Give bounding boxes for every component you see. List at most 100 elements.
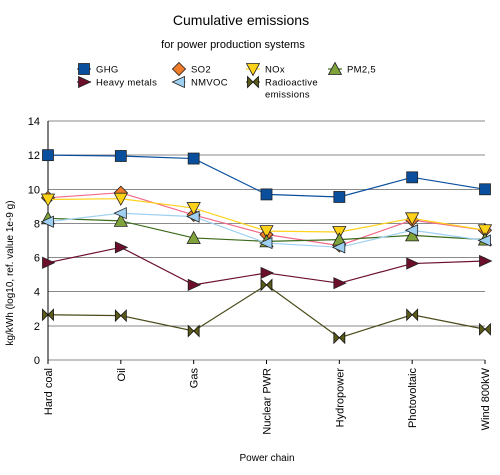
series-4 <box>42 241 493 292</box>
data-point <box>404 212 420 226</box>
legend: GHG SO2 NOx PM2,5 Heavy metals NMVOC Radioacti… <box>77 61 376 101</box>
chart-subtitle: for power production systems <box>161 39 305 51</box>
data-point <box>186 230 201 244</box>
data-point <box>406 308 419 322</box>
data-point-left <box>406 308 413 322</box>
data-point <box>406 257 420 270</box>
legend-marker-right <box>252 75 259 89</box>
data-point-right <box>338 331 346 345</box>
data-point <box>260 278 273 292</box>
series-0 <box>42 149 491 203</box>
legend-item: GHG <box>77 63 119 76</box>
data-point <box>333 277 347 290</box>
data-point <box>333 191 346 203</box>
data-point <box>40 215 54 228</box>
data-point <box>40 193 56 207</box>
data-point <box>479 322 491 336</box>
legend-item: PM2,5 <box>327 61 376 76</box>
data-point <box>187 278 202 292</box>
x-axis-ticks: Hard coal Oil Gas Nuclear PWR Hydropower Phot… <box>43 360 492 435</box>
legend-label: SO2 <box>191 65 211 76</box>
x-axis-label: Power chain <box>239 453 294 464</box>
legend-label: PM2,5 <box>347 65 376 76</box>
data-point <box>479 254 493 268</box>
x-tick-label: Oil <box>116 368 128 381</box>
legend-label: GHG <box>96 65 119 76</box>
chart-title: Cumulative emissions <box>173 12 309 28</box>
y-tick-label: 10 <box>28 184 40 196</box>
data-point-right <box>484 322 491 336</box>
legend-marker <box>327 61 343 75</box>
y-axis-ticks: 0 2 4 6 8 10 12 14 <box>28 116 40 367</box>
data-point <box>42 256 56 269</box>
x-tick-label: Photovoltaic <box>407 368 419 428</box>
legend-marker-left <box>247 75 254 89</box>
legend-item: SO2 <box>171 61 211 77</box>
legend-marker <box>78 75 92 89</box>
series-5 <box>40 207 491 254</box>
data-point-right <box>265 278 273 292</box>
data-point-right <box>411 308 419 322</box>
data-point <box>406 171 419 184</box>
x-tick-label: Wind 800kW <box>480 367 492 430</box>
y-axis-label: kg/kWh (log10, ref. value 1e-9 g) <box>5 200 16 345</box>
data-point <box>187 324 200 338</box>
x-tick-label: Hard coal <box>43 368 55 415</box>
data-point <box>114 241 129 254</box>
data-point-left <box>260 278 268 292</box>
x-tick-label: Nuclear PWR <box>262 368 274 435</box>
data-point <box>186 210 200 223</box>
data-point <box>113 207 127 220</box>
legend-label: NMVOC <box>191 78 228 89</box>
data-point <box>477 224 493 238</box>
data-point <box>260 266 274 280</box>
x-tick-label: Gas <box>189 368 201 389</box>
y-tick-label: 2 <box>34 321 40 333</box>
legend-marker <box>171 61 187 77</box>
data-point <box>404 224 419 237</box>
data-point <box>113 192 129 207</box>
data-point <box>42 308 54 322</box>
data-point <box>187 152 200 165</box>
data-point-left <box>42 308 49 322</box>
y-tick-label: 12 <box>28 150 40 162</box>
data-point-left <box>114 309 122 323</box>
data-point <box>333 331 346 345</box>
data-point <box>259 225 274 239</box>
x-tick-label: Hydropower <box>334 368 346 428</box>
data-point-left <box>333 331 340 345</box>
legend-item: Heavy metals <box>77 75 157 89</box>
series-2 <box>40 192 493 240</box>
legend-label: Radioactive <box>265 78 318 89</box>
data-point <box>331 241 346 254</box>
y-tick-label: 6 <box>34 253 40 265</box>
data-point <box>186 202 201 216</box>
data-point-right <box>47 308 54 322</box>
y-tick-label: 8 <box>34 218 40 230</box>
series-line <box>47 284 486 339</box>
legend-label: emissions <box>265 90 310 101</box>
data-point <box>114 150 127 162</box>
legend-item: NOx <box>245 63 285 77</box>
legend-marker <box>245 63 261 77</box>
legend-label: Heavy metals <box>96 78 157 89</box>
legend-label: NOx <box>265 65 285 76</box>
y-tick-label: 14 <box>28 116 40 128</box>
data-point-right <box>193 324 200 338</box>
series-6 <box>42 278 491 345</box>
legend-item: NMVOC <box>171 75 228 89</box>
legend-marker <box>78 63 90 75</box>
legend-marker <box>171 75 185 89</box>
data-point <box>260 188 273 201</box>
data-point <box>113 213 129 227</box>
data-point <box>114 309 127 323</box>
data-point <box>477 234 491 247</box>
data-point-left <box>187 324 195 338</box>
data-point-right <box>120 309 127 323</box>
data-point-left <box>479 322 486 336</box>
series-line <box>47 246 486 286</box>
y-tick-label: 0 <box>34 355 40 367</box>
series-group <box>40 149 493 345</box>
